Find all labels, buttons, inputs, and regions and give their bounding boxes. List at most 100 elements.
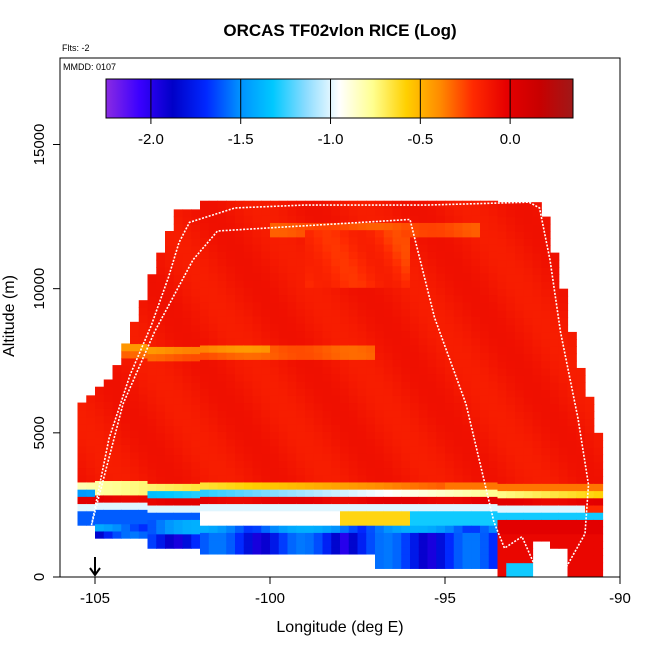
- heatmap-cell: [287, 258, 297, 267]
- heatmap-cell: [226, 222, 236, 231]
- heatmap-cell: [340, 359, 350, 368]
- heatmap-cell: [182, 404, 192, 412]
- heatmap-cell: [331, 380, 341, 389]
- heatmap-cell: [366, 517, 376, 526]
- heatmap-cell: [427, 445, 437, 454]
- heatmap-cell: [488, 373, 499, 382]
- heatmap-cell: [130, 393, 140, 402]
- heatmap-cell: [488, 438, 499, 447]
- heatmap-cell: [445, 215, 455, 223]
- heatmap-cell: [427, 236, 437, 245]
- heatmap-cell: [532, 382, 542, 391]
- heatmap-cell: [270, 532, 280, 541]
- heatmap-cell: [453, 395, 464, 404]
- heatmap-cell: [138, 350, 149, 359]
- heatmap-cell: [383, 301, 394, 310]
- heatmap-cell: [165, 404, 175, 412]
- heatmap-cell: [340, 409, 350, 418]
- heatmap-cell: [357, 251, 367, 259]
- heatmap-cell: [366, 496, 376, 505]
- heatmap-cell: [550, 533, 560, 542]
- heatmap-cell: [585, 562, 595, 571]
- heatmap-cell: [261, 207, 271, 216]
- heatmap-cell: [515, 324, 525, 333]
- colorbar-tick-label: -0.5: [407, 131, 433, 148]
- heatmap-cell: [418, 546, 429, 555]
- heatmap-cell: [121, 408, 131, 417]
- heatmap-cell: [296, 388, 306, 396]
- heatmap-cell: [252, 344, 262, 353]
- heatmap-cell: [261, 330, 271, 339]
- heatmap-cell: [340, 380, 350, 389]
- heatmap-cell: [348, 200, 359, 209]
- heatmap-cell: [357, 453, 367, 461]
- heatmap-cell: [208, 474, 219, 483]
- heatmap-cell: [436, 251, 446, 259]
- heatmap-cell: [453, 359, 464, 368]
- heatmap-cell: [226, 539, 236, 548]
- heatmap-cell: [550, 353, 560, 362]
- heatmap-cell: [243, 272, 254, 281]
- heatmap-cell: [488, 316, 499, 324]
- heatmap-cell: [366, 373, 376, 382]
- heatmap-cell: [471, 402, 481, 411]
- heatmap-cell: [243, 474, 254, 483]
- heatmap-cell: [357, 460, 367, 469]
- heatmap-cell: [243, 453, 254, 461]
- heatmap-cell: [541, 490, 551, 499]
- heatmap-cell: [401, 380, 411, 389]
- heatmap-cell: [506, 454, 516, 463]
- heatmap-cell: [523, 389, 534, 398]
- heatmap-cell: [515, 468, 525, 477]
- heatmap-cell: [322, 503, 332, 512]
- heatmap-cell: [567, 360, 577, 369]
- heatmap-cell: [226, 301, 236, 310]
- heatmap-cell: [217, 272, 227, 281]
- heatmap-cell: [488, 265, 499, 274]
- heatmap-cell: [331, 272, 341, 281]
- heatmap-cell: [480, 323, 490, 332]
- heatmap-cell: [296, 489, 306, 497]
- heatmap-cell: [462, 337, 472, 346]
- heatmap-cell: [322, 431, 332, 440]
- heatmap-cell: [138, 393, 149, 402]
- heatmap-cell: [208, 510, 219, 519]
- heatmap-cell: [541, 331, 551, 340]
- heatmap-cell: [558, 432, 569, 441]
- heatmap-cell: [550, 396, 560, 405]
- heatmap-cell: [322, 337, 332, 346]
- heatmap-cell: [200, 294, 210, 303]
- heatmap-cell: [313, 402, 324, 411]
- heatmap-cell: [322, 236, 332, 245]
- heatmap-cell: [95, 509, 105, 518]
- heatmap-cell: [296, 229, 306, 238]
- heatmap-cell: [191, 440, 201, 448]
- heatmap-cell: [348, 525, 359, 533]
- heatmap-cell: [173, 303, 184, 311]
- heatmap-cell: [471, 424, 481, 432]
- heatmap-cell: [497, 223, 507, 232]
- heatmap-cell: [567, 396, 577, 405]
- heatmap-cell: [147, 411, 157, 420]
- heatmap-cell: [217, 308, 227, 317]
- heatmap-cell: [147, 353, 157, 362]
- heatmap-cell: [471, 344, 481, 353]
- heatmap-cell: [165, 367, 175, 376]
- heatmap-cell: [471, 561, 481, 569]
- heatmap-cell: [558, 303, 569, 311]
- heatmap-cell: [357, 323, 367, 332]
- heatmap-cell: [515, 526, 525, 535]
- heatmap-cell: [287, 388, 297, 396]
- heatmap-cell: [112, 451, 122, 460]
- heatmap-cell: [436, 453, 446, 461]
- heatmap-cell: [392, 395, 402, 404]
- heatmap-cell: [585, 533, 595, 542]
- heatmap-cell: [287, 546, 297, 555]
- heatmap-cell: [348, 510, 359, 519]
- heatmap-cell: [445, 438, 455, 447]
- heatmap-cell: [305, 409, 315, 418]
- heatmap-cell: [401, 272, 411, 281]
- heatmap-cell: [278, 474, 289, 483]
- heatmap-cell: [261, 316, 271, 324]
- heatmap-cell: [208, 243, 219, 252]
